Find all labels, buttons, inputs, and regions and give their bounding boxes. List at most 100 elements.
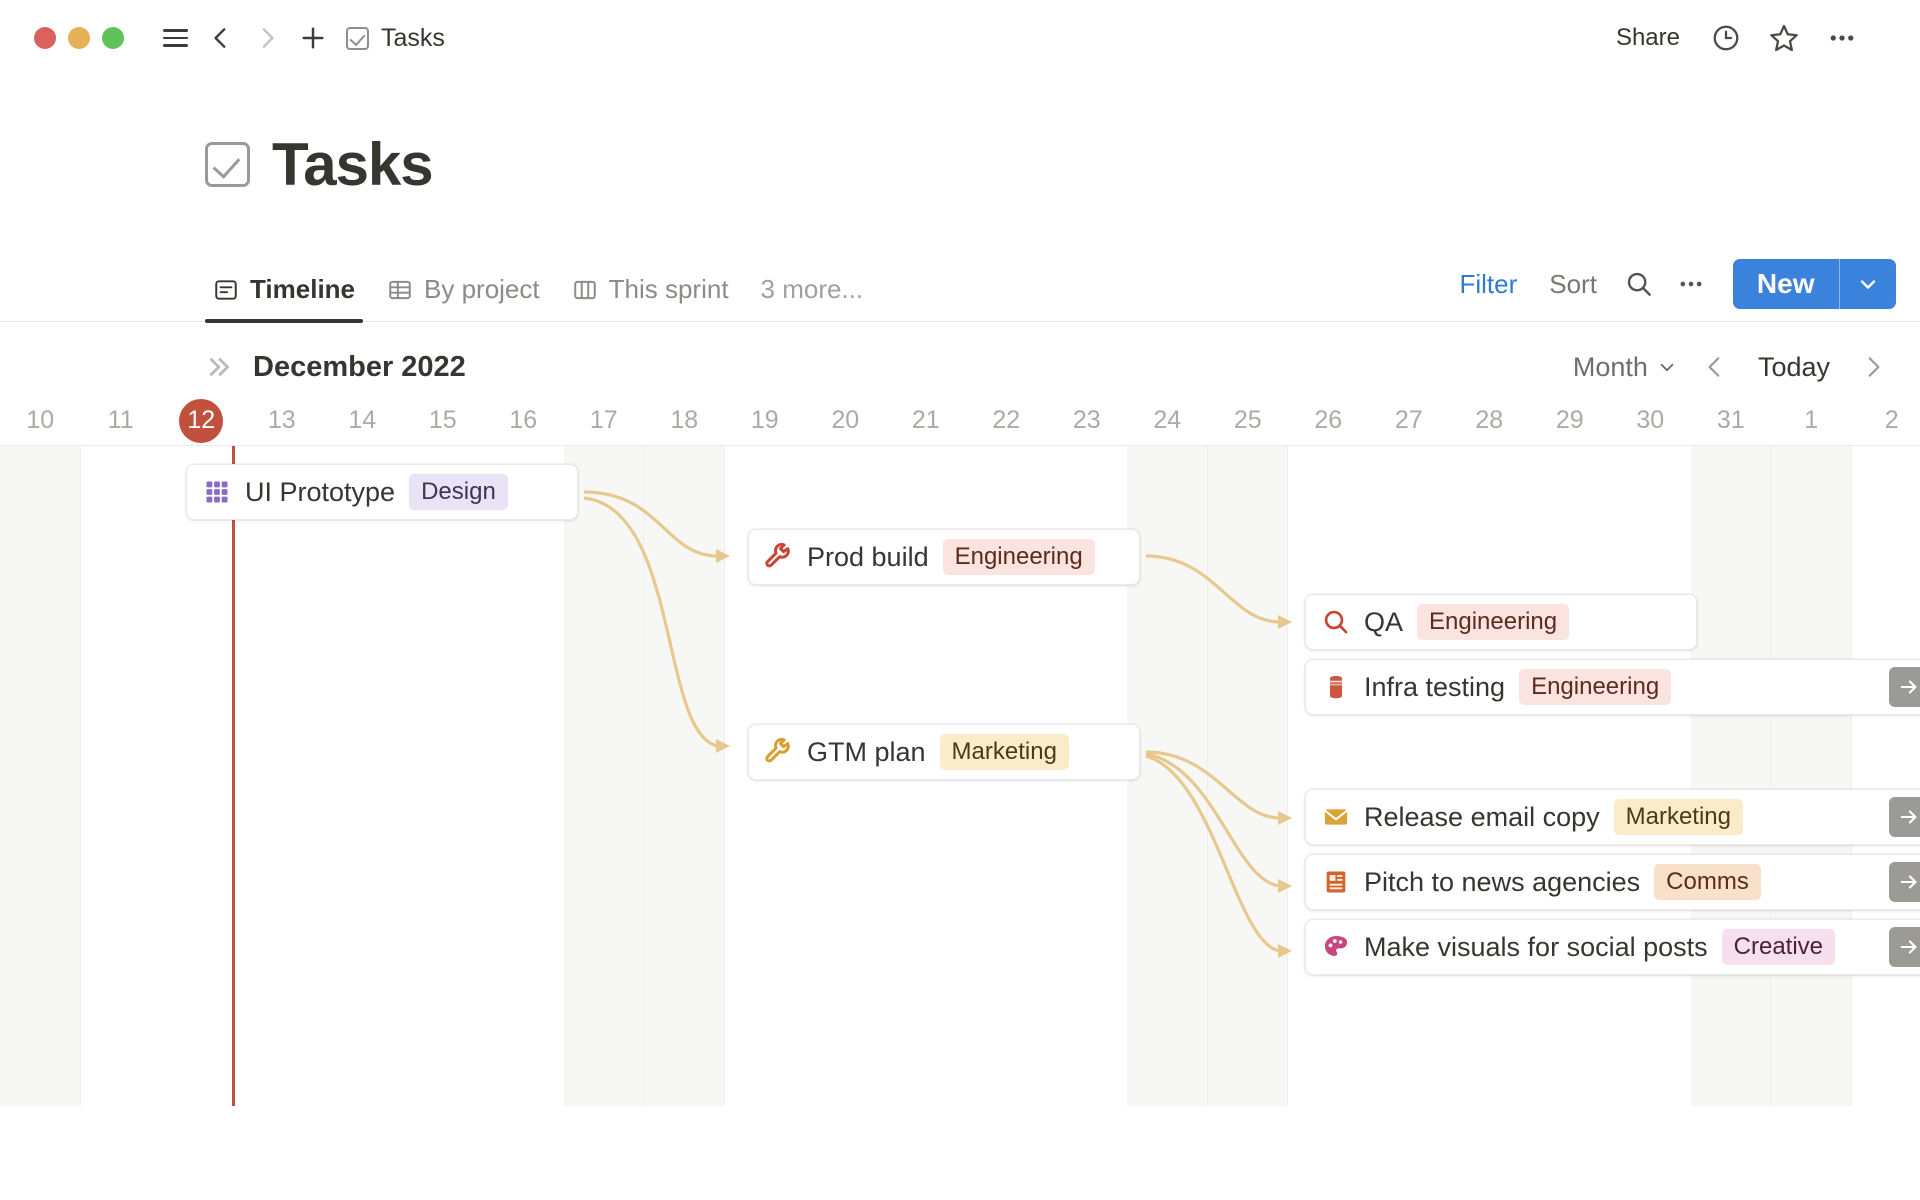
- open-task-arrow-icon[interactable]: [1889, 667, 1920, 707]
- day-cell-20[interactable]: 20: [831, 406, 860, 434]
- day-cell-23[interactable]: 23: [1072, 406, 1101, 434]
- day-column-10: [0, 446, 81, 1106]
- board-icon: [572, 277, 598, 303]
- checkbox-icon: [346, 26, 369, 50]
- more-options-icon[interactable]: [1667, 260, 1715, 308]
- day-cell-19[interactable]: 19: [750, 406, 779, 434]
- day-column-17: [563, 446, 644, 1106]
- day-cell-14[interactable]: 14: [348, 406, 377, 434]
- task-name: UI Prototype: [245, 476, 396, 507]
- day-cell-11[interactable]: 11: [107, 406, 134, 434]
- magnifier-red-icon: [1322, 608, 1350, 636]
- sort-button[interactable]: Sort: [1549, 268, 1597, 299]
- view-toolbar: Filter Sort New: [1445, 259, 1896, 321]
- chevron-down-icon: [1656, 356, 1678, 378]
- day-column-2: [1852, 446, 1920, 1106]
- forward-arrow-icon[interactable]: [244, 15, 290, 61]
- day-column-18: [644, 446, 725, 1106]
- day-cell-31[interactable]: 31: [1716, 406, 1745, 434]
- day-cell-21[interactable]: 21: [911, 406, 940, 434]
- page-title[interactable]: Tasks: [272, 131, 434, 198]
- date-ruler: 10 11 12 13 14 15 16 17 18 19 20 21 22 23 24 25 26 27 28 29…: [0, 396, 1920, 446]
- day-column-25: [1207, 446, 1288, 1106]
- task-card[interactable]: Release email copy Marketing: [1305, 789, 1920, 845]
- day-cell-28[interactable]: 28: [1475, 406, 1504, 434]
- day-cell-30[interactable]: 30: [1636, 406, 1665, 434]
- today-button[interactable]: Today: [1757, 351, 1830, 382]
- star-icon[interactable]: [1758, 12, 1810, 64]
- task-tag: Design: [409, 474, 508, 510]
- open-task-arrow-icon[interactable]: [1889, 797, 1920, 837]
- day-column-15: [403, 446, 484, 1106]
- task-card[interactable]: Pitch to news agencies Comms: [1305, 854, 1920, 910]
- minimize-window-button[interactable]: [68, 27, 90, 49]
- task-name: Release email copy: [1364, 801, 1600, 832]
- day-cell-13[interactable]: 13: [267, 406, 296, 434]
- search-icon[interactable]: [1615, 260, 1663, 308]
- tab-by-project[interactable]: By project: [371, 274, 556, 321]
- grid-purple-icon: [203, 478, 231, 506]
- wrench-red-icon: [765, 543, 793, 571]
- plus-icon[interactable]: [290, 15, 336, 61]
- wrench-gold-icon: [765, 738, 793, 766]
- task-name: GTM plan: [807, 736, 926, 767]
- prev-period-button[interactable]: [1692, 344, 1738, 390]
- day-cell-22[interactable]: 22: [992, 406, 1021, 434]
- day-cell-25[interactable]: 25: [1233, 406, 1262, 434]
- double-chevron-right-icon[interactable]: [205, 352, 235, 382]
- new-button[interactable]: New: [1756, 268, 1815, 299]
- share-button[interactable]: Share: [1615, 24, 1680, 51]
- day-cell-26[interactable]: 26: [1314, 406, 1343, 434]
- more-options-icon[interactable]: [1816, 12, 1868, 64]
- maximize-window-button[interactable]: [102, 27, 124, 49]
- task-tag: Comms: [1654, 864, 1761, 900]
- timescale-selector[interactable]: Month: [1563, 346, 1688, 389]
- day-cell-24[interactable]: 24: [1153, 406, 1182, 434]
- breadcrumb[interactable]: Tasks: [346, 24, 445, 53]
- tab-this-sprint[interactable]: This sprint: [556, 274, 745, 321]
- task-card[interactable]: Infra testing Engineering: [1305, 659, 1920, 715]
- day-cell-27[interactable]: 27: [1394, 406, 1423, 434]
- task-card[interactable]: QA Engineering: [1305, 594, 1697, 650]
- timeline-icon: [213, 277, 239, 303]
- close-window-button[interactable]: [34, 27, 56, 49]
- new-button-divider: [1838, 259, 1840, 309]
- next-period-button[interactable]: [1850, 344, 1896, 390]
- history-clock-icon[interactable]: [1700, 12, 1752, 64]
- traffic-lights: [34, 27, 124, 49]
- palette-pink-icon: [1322, 933, 1350, 961]
- tab-timeline-label: Timeline: [250, 274, 356, 304]
- task-name: Prod build: [807, 541, 929, 572]
- day-cell-2[interactable]: 2: [1884, 406, 1899, 434]
- task-card[interactable]: UI Prototype Design: [186, 464, 578, 520]
- day-column-11: [81, 446, 162, 1106]
- open-task-arrow-icon[interactable]: [1889, 862, 1920, 902]
- database-red-icon: [1322, 673, 1350, 701]
- day-cell-15[interactable]: 15: [428, 406, 457, 434]
- day-cell-12[interactable]: 12: [161, 396, 242, 445]
- task-card[interactable]: GTM plan Marketing: [748, 724, 1140, 780]
- task-tag: Creative: [1721, 929, 1836, 965]
- task-card[interactable]: Make visuals for social posts Creative: [1305, 919, 1920, 975]
- task-card[interactable]: Prod build Engineering: [748, 529, 1140, 585]
- day-column-14: [322, 446, 403, 1106]
- day-cell-29[interactable]: 29: [1555, 406, 1584, 434]
- view-tabs: Timeline By project This sprint 3 more..…: [205, 274, 879, 323]
- day-cell-1[interactable]: 1: [1804, 406, 1819, 434]
- filter-button[interactable]: Filter: [1459, 268, 1518, 299]
- checkbox-icon: [205, 142, 250, 187]
- day-column-28: [1449, 446, 1530, 1106]
- hamburger-menu-icon[interactable]: [152, 15, 198, 61]
- day-cell-16[interactable]: 16: [509, 406, 538, 434]
- more-views-button[interactable]: 3 more...: [760, 274, 864, 304]
- day-cell-17[interactable]: 17: [589, 406, 618, 434]
- tab-timeline[interactable]: Timeline: [205, 274, 371, 323]
- open-task-arrow-icon[interactable]: [1889, 927, 1920, 967]
- day-cell-18[interactable]: 18: [670, 406, 699, 434]
- chevron-down-icon[interactable]: [1840, 259, 1896, 309]
- day-column-1: [1771, 446, 1852, 1106]
- month-label: December 2022: [253, 350, 466, 383]
- back-arrow-icon[interactable]: [198, 15, 244, 61]
- day-cell-10[interactable]: 10: [26, 406, 55, 434]
- task-tag: Marketing: [1613, 799, 1743, 835]
